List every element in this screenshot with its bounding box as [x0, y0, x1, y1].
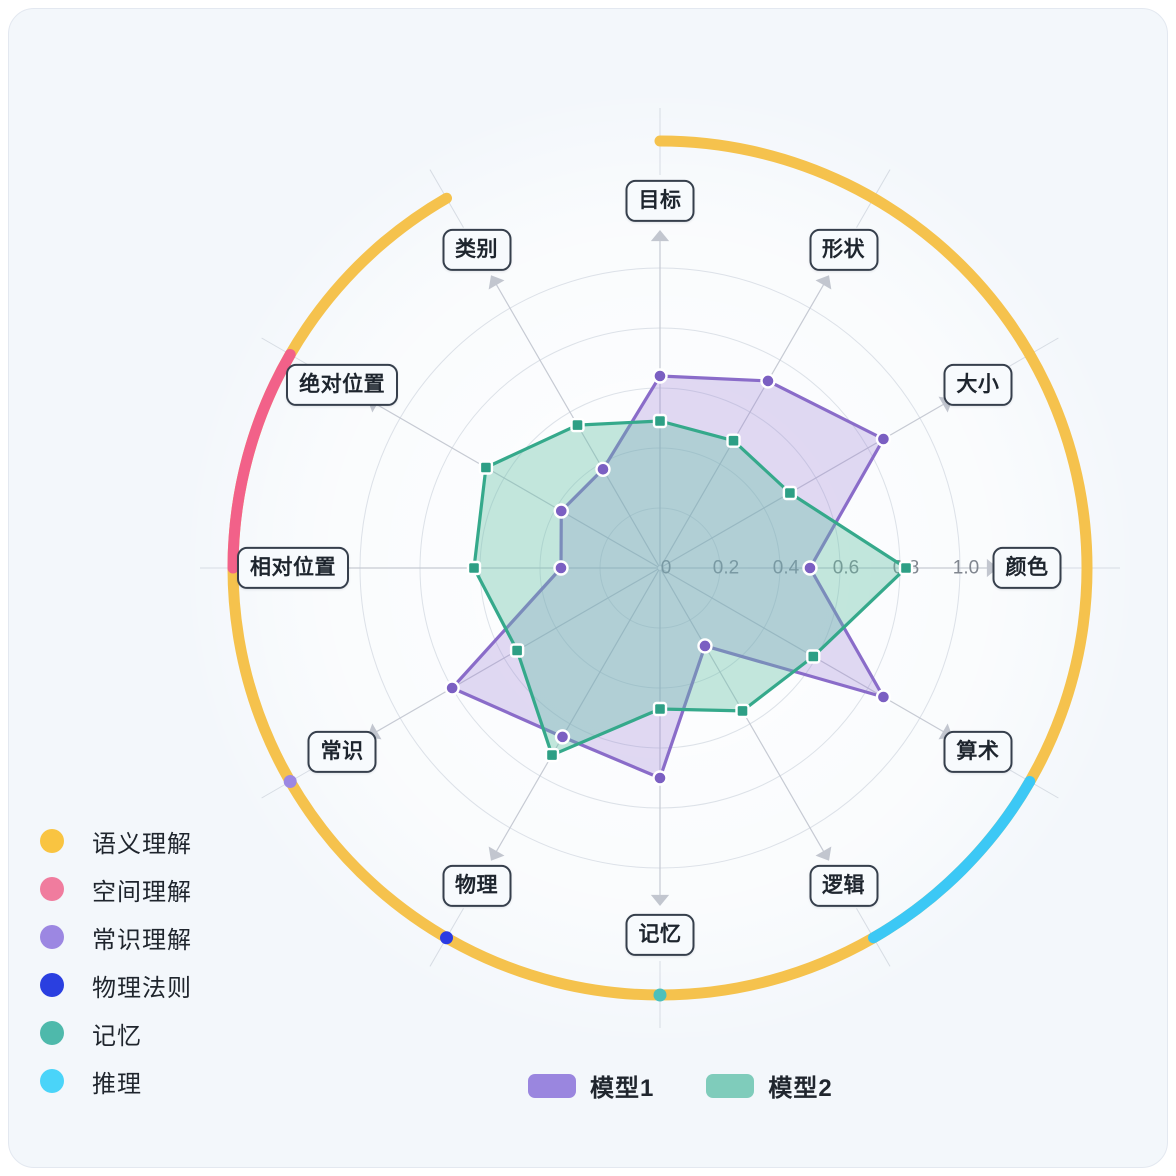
legend-item-semantic[interactable]: 语义理解 [40, 817, 192, 865]
data-point-模型2 [544, 747, 560, 763]
data-point-模型1 [802, 560, 818, 576]
axis-label-记忆: 记忆 [625, 913, 695, 957]
data-point-模型2 [806, 649, 821, 664]
legend-dot-physics-icon [40, 973, 64, 997]
axis-arrow-icon [815, 846, 832, 861]
legend-dot-spatial-icon [40, 877, 64, 901]
legend-label: 记忆 [92, 1022, 142, 1050]
data-point-模型2 [735, 703, 750, 719]
data-point-模型2 [509, 643, 525, 658]
legend-item-model2[interactable]: 模型2 [706, 1068, 832, 1103]
axis-arrow-icon [986, 558, 998, 578]
axis-arrow-icon [815, 275, 832, 290]
category-arc-dot [283, 775, 297, 788]
data-point-模型2 [466, 560, 482, 576]
data-point-模型2 [652, 413, 668, 429]
axis-spoke [660, 281, 827, 567]
axis-spoke [661, 568, 947, 735]
data-point-模型1 [553, 503, 569, 519]
series-legend: 模型1 模型2 [528, 1068, 885, 1103]
legend-label: 常识理解 [92, 926, 192, 954]
data-point-模型1 [875, 689, 892, 705]
legend-item-physics[interactable]: 物理法则 [40, 961, 192, 1009]
category-arc [227, 349, 296, 574]
legend-item-spatial[interactable]: 空间理解 [40, 865, 192, 913]
axis-label-类别: 类别 [442, 229, 511, 272]
legend-dot-commonsense-icon [40, 925, 64, 949]
axis-label-绝对位置: 绝对位置 [286, 363, 399, 406]
legend-label: 推理 [92, 1070, 142, 1098]
radial-tick-label: 1.0 [953, 558, 979, 579]
axis-label-目标: 目标 [625, 179, 695, 223]
axis-label-算术: 算术 [943, 730, 1013, 773]
data-point-模型1 [875, 431, 892, 447]
axis-spoke [661, 401, 947, 568]
legend-dot-semantic-icon [40, 829, 64, 853]
legend-label: 物理法则 [92, 974, 192, 1002]
category-arc [868, 776, 1036, 944]
data-point-模型1 [553, 560, 569, 576]
category-arc-dot [440, 931, 453, 945]
legend-dot-memory-icon [40, 1021, 64, 1045]
axis-arrow-icon [650, 230, 670, 242]
axis-label-物理: 物理 [442, 864, 511, 907]
axis-label-相对位置: 相对位置 [237, 546, 349, 590]
data-point-模型2 [652, 701, 668, 717]
axis-label-大小: 大小 [943, 363, 1013, 406]
data-point-模型1 [595, 461, 611, 477]
data-point-模型1 [652, 368, 668, 384]
legend-item-model1[interactable]: 模型1 [528, 1068, 654, 1103]
data-point-模型1 [697, 638, 713, 654]
legend-label: 模型2 [768, 1075, 833, 1102]
legend-label: 模型1 [590, 1075, 655, 1102]
axis-label-常识: 常识 [307, 730, 377, 773]
data-point-模型2 [570, 417, 585, 433]
legend-item-memory[interactable]: 记忆 [40, 1009, 192, 1057]
radial-tick-label: 0.4 [773, 558, 800, 579]
model2-swatch-icon [706, 1073, 755, 1098]
data-point-模型2 [726, 433, 741, 448]
radial-tick-label: 0 [661, 558, 672, 579]
legend-label: 语义理解 [92, 830, 192, 858]
data-point-模型1 [444, 680, 460, 696]
data-point-模型2 [782, 485, 798, 501]
legend-dot-reasoning-icon [40, 1069, 64, 1093]
axis-arrow-icon [488, 275, 505, 290]
category-legend: 语义理解 空间理解 常识理解 物理法则 记忆 推理 [40, 817, 192, 1105]
axis-arrow-icon [650, 894, 670, 906]
axis-spoke [373, 401, 659, 568]
axis-arrow-icon [488, 846, 505, 861]
data-point-模型1 [554, 729, 571, 745]
data-point-模型2 [478, 460, 494, 475]
axis-label-逻辑: 逻辑 [809, 864, 878, 907]
axis-label-颜色: 颜色 [992, 546, 1062, 590]
data-point-模型1 [760, 373, 776, 389]
legend-label: 空间理解 [92, 878, 192, 906]
data-point-模型1 [652, 770, 668, 786]
legend-item-commonsense[interactable]: 常识理解 [40, 913, 192, 961]
axis-label-形状: 形状 [809, 229, 878, 272]
data-point-模型2 [898, 560, 914, 576]
category-arc-dot [653, 988, 667, 1002]
model1-swatch-icon [528, 1073, 576, 1098]
legend-item-reasoning[interactable]: 推理 [40, 1057, 192, 1105]
radial-tick-label: 0.6 [833, 558, 859, 579]
axis-spoke [493, 569, 660, 855]
radial-tick-label: 0.2 [713, 558, 739, 579]
